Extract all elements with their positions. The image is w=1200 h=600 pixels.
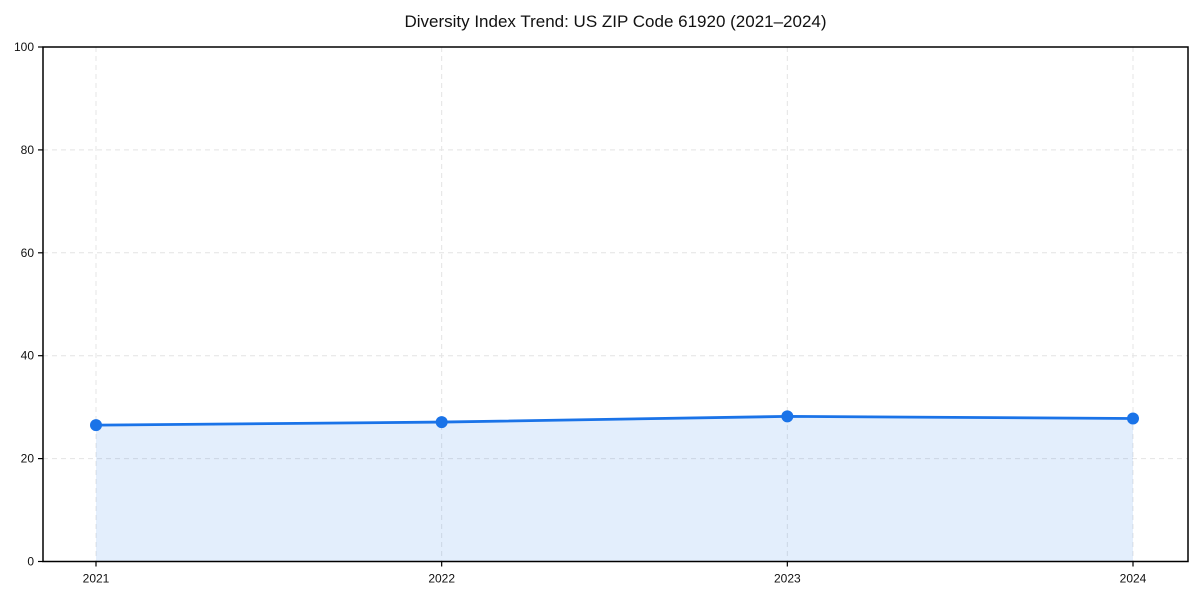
data-point-marker (1127, 412, 1139, 425)
data-point-marker (90, 419, 102, 432)
data-point-marker (435, 416, 448, 429)
x-tick-label: 2024 (1120, 572, 1147, 586)
y-tick-label: 20 (21, 452, 35, 466)
area-fill (96, 416, 1133, 562)
y-tick-label: 40 (21, 349, 35, 363)
y-tick-label: 80 (21, 143, 35, 157)
x-tick-label: 2021 (83, 572, 110, 586)
x-tick-label: 2023 (774, 572, 801, 586)
y-tick-label: 60 (21, 246, 35, 260)
x-tick-label: 2022 (428, 572, 455, 586)
y-tick-label: 100 (14, 40, 34, 54)
chart-title: Diversity Index Trend: US ZIP Code 61920… (404, 12, 827, 31)
plot-frame (42, 46, 1189, 563)
y-tick-label: 0 (27, 555, 34, 569)
data-point-marker (781, 410, 794, 423)
trend-line (94, 415, 1135, 427)
